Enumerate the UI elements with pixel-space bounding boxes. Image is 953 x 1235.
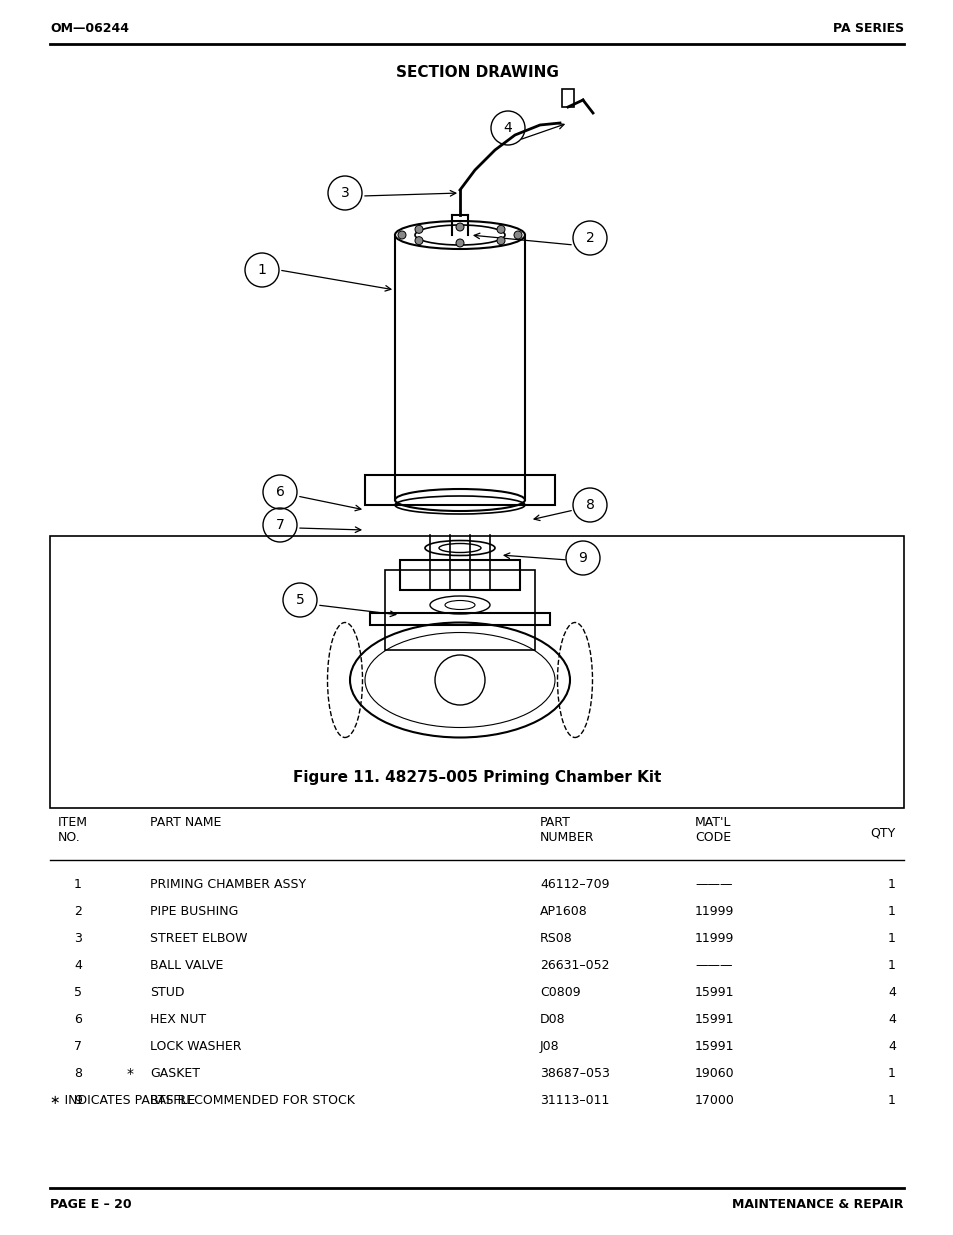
Bar [370, 613, 550, 625]
Text: BAFFLE: BAFFLE [150, 1094, 196, 1107]
Circle shape [397, 231, 406, 240]
Text: BALL VALVE: BALL VALVE [150, 960, 223, 972]
Text: GASKET: GASKET [150, 1067, 200, 1079]
Text: PRIMING CHAMBER ASSY: PRIMING CHAMBER ASSY [150, 878, 306, 890]
Text: NO.: NO. [58, 831, 81, 844]
Text: HEX NUT: HEX NUT [150, 1013, 206, 1026]
Text: 2: 2 [74, 905, 82, 918]
Text: LOCK WASHER: LOCK WASHER [150, 1040, 241, 1053]
Circle shape [514, 231, 521, 240]
Text: Figure 11. 48275–005 Priming Chamber Kit: Figure 11. 48275–005 Priming Chamber Kit [293, 769, 660, 785]
Text: 4: 4 [74, 960, 82, 972]
Text: PIPE BUSHING: PIPE BUSHING [150, 905, 238, 918]
Text: 2: 2 [585, 231, 594, 245]
Text: 7: 7 [74, 1040, 82, 1053]
Text: 3: 3 [340, 186, 349, 200]
Text: ∗ INDICATES PARTS RECOMMENDED FOR STOCK: ∗ INDICATES PARTS RECOMMENDED FOR STOCK [50, 1094, 355, 1107]
Text: 3: 3 [74, 932, 82, 945]
Text: ———: ——— [695, 878, 732, 890]
Bar [50, 536, 903, 808]
Text: CODE: CODE [695, 831, 730, 844]
Text: 11999: 11999 [695, 932, 734, 945]
Text: 46112–709: 46112–709 [539, 878, 609, 890]
Text: 1: 1 [887, 1067, 895, 1079]
Text: QTY: QTY [870, 826, 895, 839]
Circle shape [456, 224, 463, 231]
Text: 6: 6 [74, 1013, 82, 1026]
Text: RS08: RS08 [539, 932, 572, 945]
Text: MAINTENANCE & REPAIR: MAINTENANCE & REPAIR [732, 1198, 903, 1212]
Text: 31113–011: 31113–011 [539, 1094, 609, 1107]
Text: 15991: 15991 [695, 1040, 734, 1053]
Text: *: * [127, 1067, 133, 1081]
Circle shape [456, 240, 463, 247]
Text: 26631–052: 26631–052 [539, 960, 609, 972]
Text: 4: 4 [887, 986, 895, 999]
Text: 7: 7 [275, 517, 284, 532]
Text: 5: 5 [295, 593, 304, 606]
Circle shape [415, 225, 422, 233]
Text: C0809: C0809 [539, 986, 580, 999]
Text: 9: 9 [578, 551, 587, 564]
Text: AP1608: AP1608 [539, 905, 587, 918]
Text: NUMBER: NUMBER [539, 831, 594, 844]
Text: 5: 5 [74, 986, 82, 999]
Text: 8: 8 [585, 498, 594, 513]
Circle shape [415, 237, 422, 245]
Text: 19060: 19060 [695, 1067, 734, 1079]
Bar [399, 559, 519, 590]
Text: 17000: 17000 [695, 1094, 734, 1107]
Text: 4: 4 [887, 1013, 895, 1026]
Text: 1: 1 [887, 932, 895, 945]
Text: MAT'L: MAT'L [695, 816, 731, 829]
Text: SECTION DRAWING: SECTION DRAWING [395, 65, 558, 80]
Text: 1: 1 [887, 1094, 895, 1107]
Text: 1: 1 [887, 960, 895, 972]
Bar [365, 475, 555, 505]
Text: PART: PART [539, 816, 570, 829]
Text: 1: 1 [887, 878, 895, 890]
Text: 38687–053: 38687–053 [539, 1067, 609, 1079]
Text: D08: D08 [539, 1013, 565, 1026]
Text: ITEM: ITEM [58, 816, 88, 829]
Text: ———: ——— [695, 960, 732, 972]
Text: 15991: 15991 [695, 986, 734, 999]
Bar [385, 571, 535, 650]
Text: 1: 1 [257, 263, 266, 277]
Text: 15991: 15991 [695, 1013, 734, 1026]
Text: 11999: 11999 [695, 905, 734, 918]
Text: 9: 9 [74, 1094, 82, 1107]
Text: 4: 4 [887, 1040, 895, 1053]
Text: 1: 1 [887, 905, 895, 918]
Text: 6: 6 [275, 485, 284, 499]
Bar [561, 89, 574, 107]
Text: OM—06244: OM—06244 [50, 22, 129, 35]
Text: STREET ELBOW: STREET ELBOW [150, 932, 247, 945]
Text: PART NAME: PART NAME [150, 816, 221, 829]
Text: J08: J08 [539, 1040, 559, 1053]
Text: PA SERIES: PA SERIES [832, 22, 903, 35]
Circle shape [497, 225, 504, 233]
Text: 4: 4 [503, 121, 512, 135]
Text: PAGE E – 20: PAGE E – 20 [50, 1198, 132, 1212]
Text: 1: 1 [74, 878, 82, 890]
Text: 8: 8 [74, 1067, 82, 1079]
Circle shape [497, 237, 504, 245]
Text: STUD: STUD [150, 986, 184, 999]
